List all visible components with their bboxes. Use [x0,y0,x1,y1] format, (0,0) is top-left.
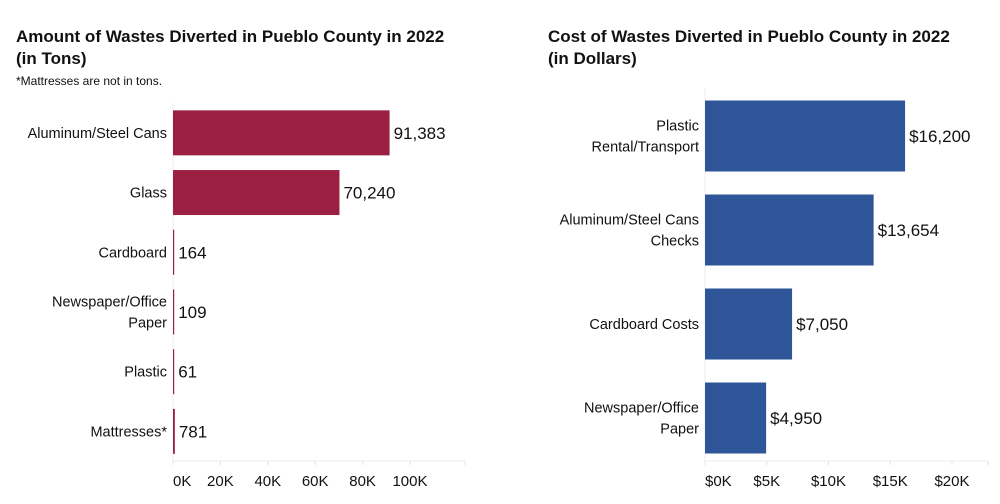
left-bar [173,170,340,216]
left-data-label: 91,383 [394,124,446,143]
left-chart-title: Amount of Wastes Diverted in Pueblo Coun… [16,26,444,70]
right-bar [705,194,874,266]
left-bar [173,110,390,156]
right-x-tick-label: $15K [873,473,908,490]
left-category-label: Glass [130,186,167,202]
right-category-label: Newspaper/Office [584,401,699,417]
right-bar [705,382,767,454]
right-data-label: $13,654 [878,221,939,240]
right-x-tick-label: $5K [753,473,780,490]
left-category-label: Newspaper/Office [52,294,167,310]
left-category-label: Plastic [124,365,167,381]
left-bar [173,349,175,395]
right-data-label: $16,200 [909,127,970,146]
right-chart-title-line-1: Cost of Wastes Diverted in Pueblo County… [548,27,950,46]
right-data-label: $7,050 [796,315,848,334]
right-category-label: Rental/Transport [592,140,699,156]
left-category-label: Mattresses* [90,424,167,440]
right-chart-title: Cost of Wastes Diverted in Pueblo County… [548,26,950,70]
left-data-label: 70,240 [343,184,395,203]
left-category-label: Paper [128,315,167,331]
right-category-label: Cardboard Costs [589,317,699,333]
right-category-label: Aluminum/Steel Cans [560,213,699,229]
left-chart-title-line-2: (in Tons) [16,49,87,68]
left-x-tick-label: 0K [173,473,191,490]
left-chart-subtitle: *Mattresses are not in tons. [16,74,163,88]
right-x-tick-label: $10K [811,473,846,490]
right-data-label: $4,950 [770,409,822,428]
left-data-label: 109 [178,303,206,322]
right-x-tick-label: $0K [705,473,732,490]
left-chart-title-line-1: Amount of Wastes Diverted in Pueblo Coun… [16,27,445,46]
left-data-label: 61 [178,363,197,382]
right-x-tick-label: $20K [934,473,969,490]
right-category-label: Checks [651,234,699,250]
left-x-tick-label: 100K [392,473,427,490]
left-x-tick-label: 20K [207,473,234,490]
left-bar [173,289,175,335]
left-x-tick-label: 40K [254,473,281,490]
left-bar [173,408,175,454]
right-category-label: Paper [660,422,699,438]
left-x-tick-label: 60K [302,473,329,490]
right-bar [705,288,793,360]
left-data-label: 164 [178,243,206,262]
left-category-label: Aluminum/Steel Cans [28,126,167,142]
left-data-label: 781 [179,422,207,441]
right-chart-title-line-2: (in Dollars) [548,49,637,68]
left-x-tick-label: 80K [349,473,376,490]
right-bar [705,100,906,172]
right-category-label: Plastic [656,119,699,135]
left-bar [173,229,175,275]
left-category-label: Cardboard [98,245,167,261]
